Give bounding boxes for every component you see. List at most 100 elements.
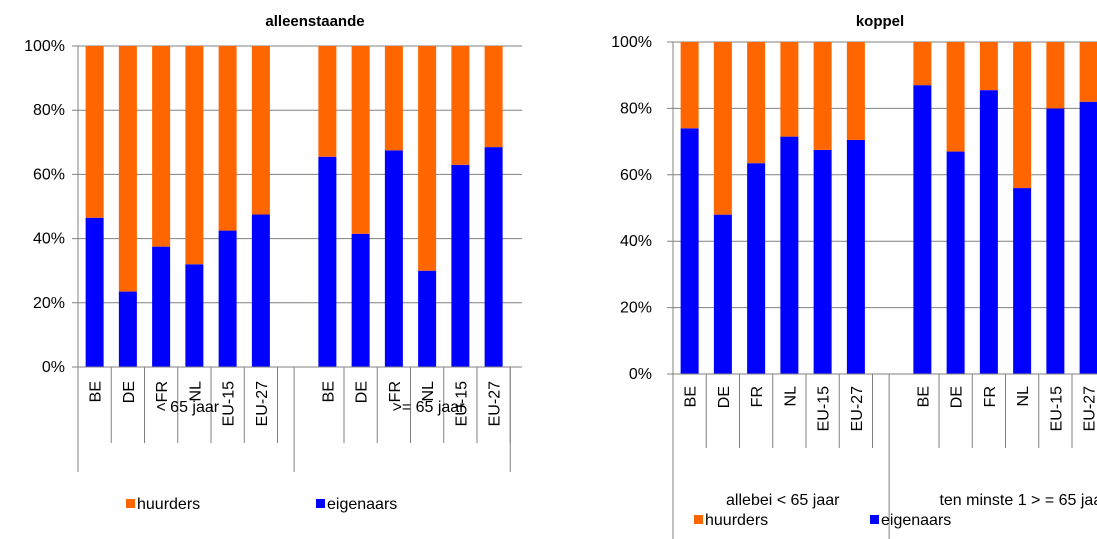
- legend-swatch-huurders: [694, 515, 703, 524]
- bar-eigenaars: [85, 217, 104, 367]
- x-tick-label: EU-15: [221, 381, 238, 426]
- bar-eigenaars: [318, 156, 337, 367]
- bar-eigenaars: [846, 139, 865, 374]
- bar-eigenaars: [1079, 101, 1097, 374]
- bar-eigenaars: [1046, 108, 1065, 375]
- x-tick-label: DE: [354, 381, 371, 403]
- legend-label-eigenaars: eigenaars: [881, 512, 951, 529]
- bar-huurders: [813, 42, 832, 150]
- bar-eigenaars: [780, 136, 799, 374]
- bar-huurders: [713, 42, 732, 215]
- y-tick-label: 0%: [629, 366, 652, 383]
- bar-huurders: [1013, 42, 1032, 189]
- bar-eigenaars: [384, 150, 403, 367]
- group-label: ten minste 1 > = 65 jaar: [939, 492, 1097, 509]
- y-tick-label: 0%: [42, 359, 65, 376]
- x-tick-label: NL: [187, 381, 204, 402]
- bar-huurders: [780, 42, 799, 137]
- bar-huurders: [384, 46, 403, 151]
- x-tick-label: NL: [782, 386, 799, 407]
- y-tick-label: 40%: [33, 231, 65, 248]
- y-tick-label: 40%: [620, 233, 652, 250]
- bar-eigenaars: [118, 291, 137, 367]
- x-tick-label: NL: [420, 381, 437, 402]
- bar-huurders: [1046, 42, 1065, 109]
- bar-eigenaars: [251, 214, 270, 367]
- bar-huurders: [418, 46, 437, 271]
- x-tick-label: FR: [749, 386, 766, 407]
- legend-swatch-eigenaars: [870, 515, 879, 524]
- bar-huurders: [118, 46, 137, 292]
- bar-eigenaars: [152, 246, 171, 367]
- chart-title: alleenstaande: [265, 13, 364, 30]
- group-label: < 65 jaar: [156, 399, 219, 416]
- bar-huurders: [218, 46, 237, 231]
- bar-eigenaars: [418, 270, 437, 367]
- bar-eigenaars: [913, 85, 932, 374]
- x-tick-label: NL: [1015, 386, 1032, 407]
- x-tick-label: FR: [982, 386, 999, 407]
- x-tick-label: BE: [683, 386, 700, 407]
- y-tick-label: 100%: [611, 34, 652, 51]
- bar-huurders: [351, 46, 370, 234]
- bar-huurders: [85, 46, 104, 218]
- y-tick-label: 80%: [33, 102, 65, 119]
- bar-huurders: [913, 42, 932, 86]
- bar-eigenaars: [185, 264, 204, 367]
- bar-huurders: [747, 42, 766, 164]
- x-tick-label: EU-27: [487, 381, 504, 426]
- bar-eigenaars: [1013, 188, 1032, 374]
- y-tick-label: 20%: [33, 295, 65, 312]
- bar-eigenaars: [451, 164, 470, 367]
- bar-huurders: [185, 46, 204, 265]
- bar-eigenaars: [218, 230, 237, 367]
- group-label: allebei < 65 jaar: [726, 492, 840, 509]
- bar-huurders: [152, 46, 171, 247]
- bar-huurders: [680, 42, 699, 129]
- bar-huurders: [846, 42, 865, 140]
- x-tick-label: EU-27: [849, 386, 866, 431]
- legend-label-eigenaars: eigenaars: [327, 496, 397, 513]
- bar-huurders: [484, 46, 503, 148]
- legend-swatch-eigenaars: [316, 499, 325, 508]
- y-tick-label: 60%: [33, 166, 65, 183]
- x-tick-label: EU-15: [1048, 386, 1065, 431]
- x-tick-label: BE: [88, 381, 105, 402]
- legend-swatch-huurders: [126, 499, 135, 508]
- bar-eigenaars: [946, 151, 965, 374]
- bar-eigenaars: [813, 149, 832, 374]
- legend-label-huurders: huurders: [137, 496, 200, 513]
- x-tick-label: BE: [915, 386, 932, 407]
- bar-eigenaars: [680, 128, 699, 374]
- chart-title: koppel: [856, 13, 904, 30]
- x-tick-label: EU-27: [1082, 386, 1097, 431]
- bar-huurders: [318, 46, 337, 157]
- x-tick-label: DE: [121, 381, 138, 403]
- bar-eigenaars: [747, 163, 766, 374]
- x-tick-label: FR: [154, 381, 171, 402]
- bar-eigenaars: [484, 147, 503, 367]
- legend-label-huurders: huurders: [705, 512, 768, 529]
- group-label: >= 65 jaar: [392, 399, 465, 416]
- x-tick-label: EU-15: [453, 381, 470, 426]
- x-tick-label: BE: [320, 381, 337, 402]
- x-tick-label: FR: [387, 381, 404, 402]
- x-tick-label: EU-27: [254, 381, 271, 426]
- bar-huurders: [251, 46, 270, 215]
- y-tick-label: 60%: [620, 167, 652, 184]
- x-tick-label: DE: [949, 386, 966, 408]
- y-tick-label: 20%: [620, 300, 652, 317]
- x-tick-label: DE: [716, 386, 733, 408]
- bar-huurders: [1079, 42, 1097, 102]
- bar-eigenaars: [979, 90, 998, 374]
- bar-huurders: [979, 42, 998, 91]
- bar-eigenaars: [713, 214, 732, 374]
- x-tick-label: EU-15: [816, 386, 833, 431]
- y-tick-label: 100%: [24, 38, 65, 55]
- y-tick-label: 80%: [620, 100, 652, 117]
- bar-huurders: [946, 42, 965, 152]
- bar-huurders: [451, 46, 470, 165]
- bar-eigenaars: [351, 233, 370, 367]
